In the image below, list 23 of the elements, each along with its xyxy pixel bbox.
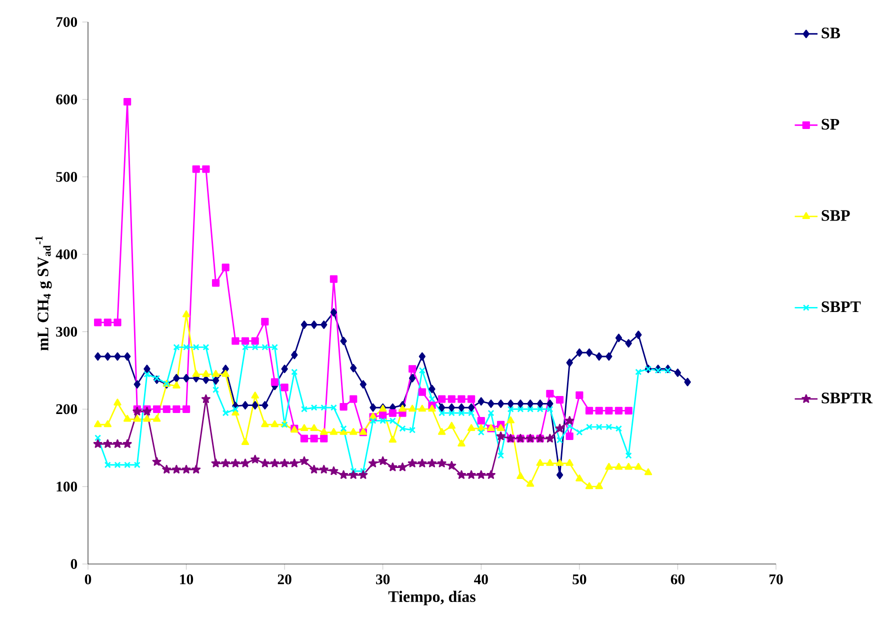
x-tick-label: 40 — [474, 574, 488, 584]
x-tick-label: 20 — [278, 574, 292, 584]
y-tick-label: 700 — [56, 17, 78, 27]
y-tick-label: 0 — [70, 559, 78, 569]
legend-label: SB — [822, 28, 840, 38]
y-tick-label: 600 — [56, 94, 78, 104]
x-tick-label: 70 — [770, 574, 783, 584]
y-axis-title: mL CH$_{4}$ g SV$_{ad}$-1 — [35, 236, 52, 351]
y-tick-label: 100 — [56, 482, 78, 492]
legend-label: SP — [822, 118, 840, 130]
legend-label: SBPT — [822, 301, 861, 312]
x-tick-label: 30 — [376, 574, 390, 584]
x-tick-label: 60 — [670, 574, 684, 584]
y-tick-label: 500 — [56, 172, 78, 182]
x-tick-label: 0 — [84, 574, 92, 584]
x-axis-title: Tiempo, días — [388, 590, 476, 606]
y-tick-label: 300 — [56, 326, 78, 337]
y-tick-label: 400 — [56, 249, 78, 260]
x-tick-label: 50 — [572, 574, 586, 584]
x-tick-label: 10 — [180, 574, 194, 584]
legend-label: SBP — [822, 210, 850, 221]
legend-label: SBPTR — [822, 392, 873, 404]
y-tick-label: 200 — [56, 404, 78, 414]
